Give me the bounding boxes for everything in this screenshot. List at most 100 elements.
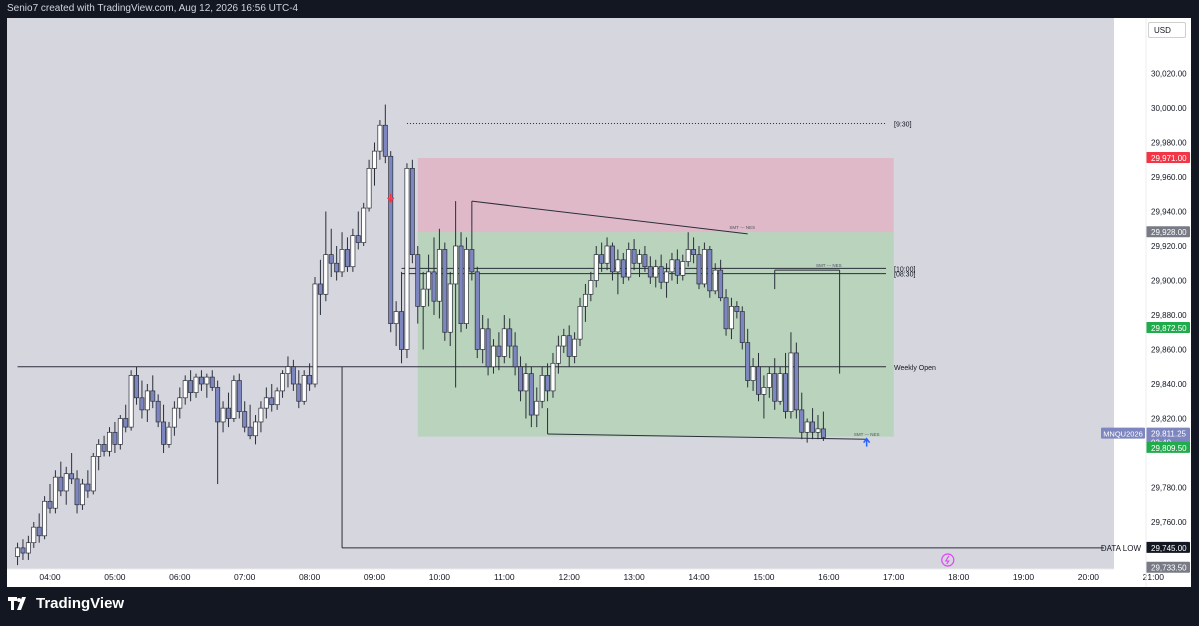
candle-body — [804, 421, 810, 433]
candle-body — [783, 373, 788, 412]
candle-body — [209, 376, 215, 388]
bottom-bar: TradingView — [0, 587, 1199, 626]
candle-body — [128, 375, 134, 428]
candle-body — [171, 407, 177, 428]
candle-body — [496, 345, 502, 357]
y-tick-label: 29,980.00 — [1151, 139, 1187, 148]
candle-body — [707, 249, 713, 292]
candle-body — [247, 426, 253, 437]
candle-body — [388, 155, 394, 324]
candle-body — [253, 421, 258, 437]
tradingview-logo-icon — [8, 596, 26, 610]
x-tick-label: 07:00 — [234, 572, 256, 582]
candle-body — [182, 380, 188, 399]
y-tick-label: 29,760.00 — [1151, 518, 1187, 527]
x-tick-label: 04:00 — [39, 572, 61, 582]
candle-body — [193, 376, 199, 393]
y-tick-label: 29,820.00 — [1151, 415, 1187, 424]
candle-body — [820, 428, 826, 438]
candle-body — [150, 390, 156, 402]
candle-body — [134, 375, 139, 399]
candle-body — [274, 390, 280, 406]
price-tag-label: 29,809.50 — [1151, 444, 1187, 453]
smt-annotation: SMT --- NES — [729, 225, 755, 230]
candle-body — [793, 352, 799, 411]
candle-body — [431, 271, 437, 302]
candle-body — [258, 407, 264, 423]
candle-body — [528, 373, 534, 416]
candle-body — [215, 387, 221, 423]
x-tick-label: 06:00 — [169, 572, 191, 582]
candle-body — [312, 283, 318, 385]
candle-body — [31, 526, 37, 544]
candle-body — [680, 261, 686, 276]
candle-body — [355, 235, 361, 243]
candle-body — [491, 345, 496, 368]
candle-body — [534, 400, 540, 416]
candle-body — [188, 380, 194, 393]
candle-body — [718, 269, 724, 299]
x-tick-label: 09:00 — [364, 572, 386, 582]
candle-body — [815, 428, 821, 433]
candle-body — [317, 283, 323, 295]
candle-body — [577, 306, 583, 340]
candle-body — [599, 254, 605, 264]
candle-body — [366, 168, 372, 209]
candle-body — [107, 431, 112, 452]
price-tag — [1146, 321, 1190, 333]
candle-body — [166, 426, 172, 445]
candle-body — [555, 345, 561, 364]
candle-body — [566, 335, 572, 357]
candle-body — [550, 362, 556, 392]
candle-body — [204, 376, 210, 385]
candle-body — [361, 207, 367, 243]
candle-body — [334, 262, 340, 273]
tradingview-logo[interactable]: TradingView — [8, 595, 124, 612]
price-tag-label: 29,872.50 — [1151, 324, 1187, 333]
candle-body — [15, 547, 20, 557]
candle-body — [226, 407, 231, 419]
candle-body — [685, 249, 691, 262]
candle-body — [328, 254, 334, 264]
y-tick-label: 29,960.00 — [1151, 173, 1187, 182]
candle-body — [220, 407, 226, 423]
candle-body — [674, 259, 680, 276]
y-tick-label: 29,840.00 — [1151, 380, 1187, 389]
candle-body — [750, 366, 756, 381]
candle-body — [47, 500, 53, 509]
candle-body — [610, 245, 615, 273]
candle-body — [799, 409, 805, 433]
candle-body — [382, 124, 388, 157]
candle-body — [345, 249, 350, 268]
candle-body — [96, 444, 102, 457]
x-tick-label: 15:00 — [753, 572, 775, 582]
candle-body — [36, 526, 42, 537]
candle-body — [734, 306, 740, 312]
candle-body — [42, 500, 48, 537]
candle-body — [539, 375, 545, 402]
candle-body — [350, 235, 356, 268]
candle-body — [393, 311, 399, 324]
candle-body — [101, 444, 107, 452]
candle-body — [177, 397, 183, 409]
candle-body — [442, 249, 448, 333]
candle-body — [231, 380, 237, 419]
x-tick-label: 11:00 — [494, 572, 515, 582]
level-label: [9:30] — [894, 122, 912, 129]
trendline — [547, 433, 867, 440]
level-label: [10:00] — [894, 266, 915, 273]
y-tick-label: 30,000.00 — [1151, 104, 1187, 113]
symbol-name-label: MNQU2026 — [1103, 430, 1143, 439]
candle-body — [198, 376, 204, 385]
candle-body — [453, 245, 459, 285]
candle-body — [377, 124, 383, 152]
y-tick-label: 29,780.00 — [1151, 484, 1187, 493]
candle-body — [588, 280, 594, 295]
price-tag-label: 29,733.50 — [1151, 564, 1187, 573]
currency-button[interactable]: USD — [1148, 22, 1186, 38]
candle-body — [723, 297, 729, 330]
y-tick-label: 29,920.00 — [1151, 242, 1187, 251]
candle-body — [485, 328, 491, 368]
x-tick-label: 10:00 — [429, 572, 451, 582]
